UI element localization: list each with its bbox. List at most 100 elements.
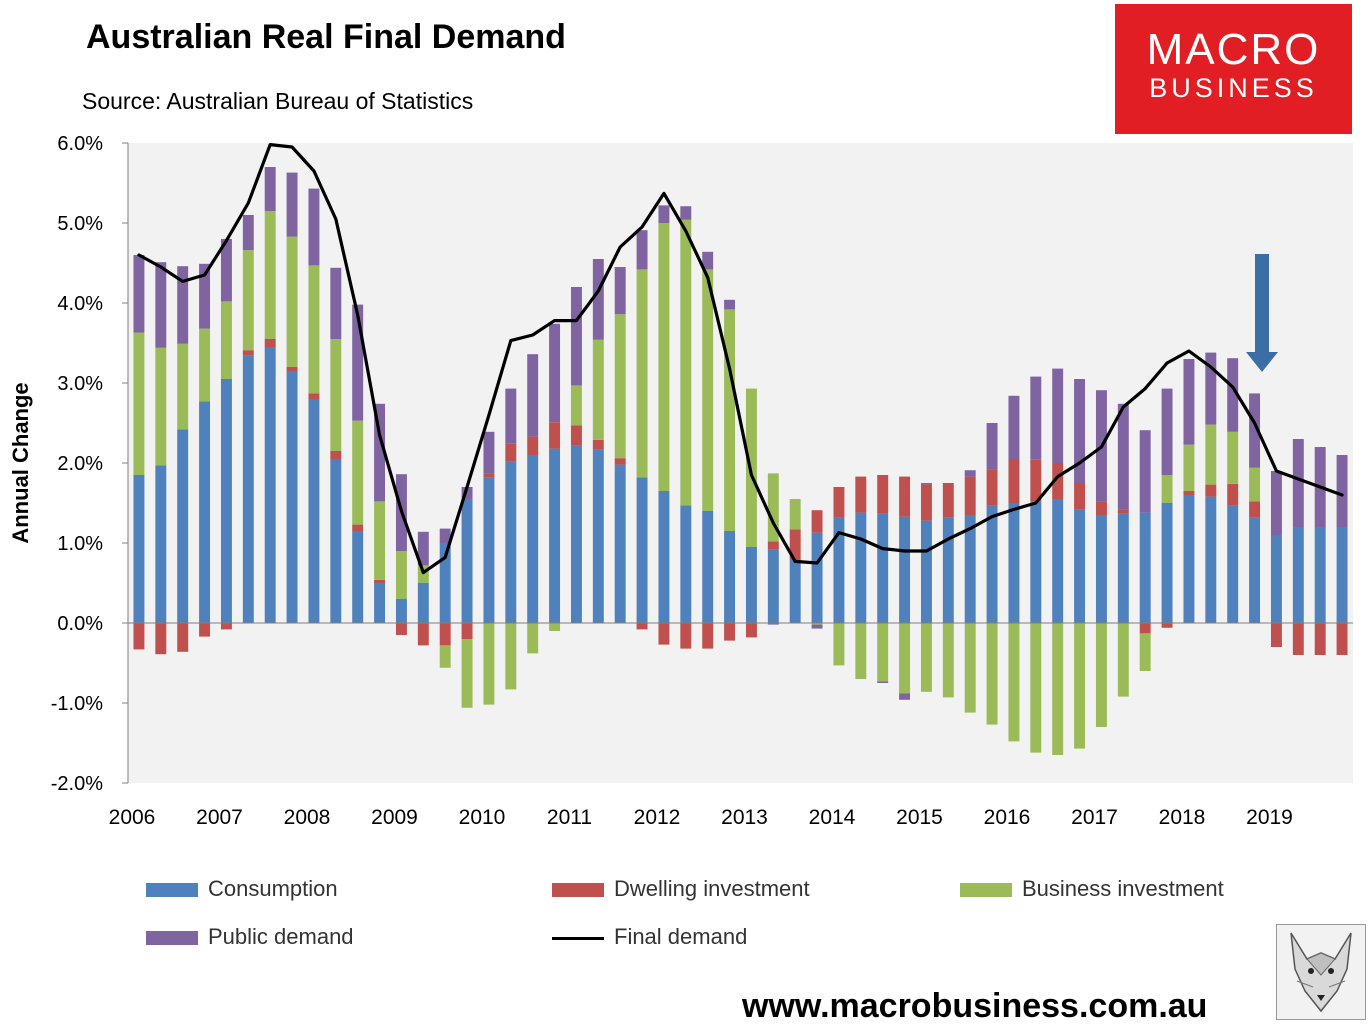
bar-dwelling — [1008, 459, 1020, 503]
x-tick-label: 2017 — [1071, 806, 1118, 829]
bar-dwelling — [767, 541, 779, 550]
bar-consumption — [505, 461, 517, 623]
bar-public — [1074, 379, 1086, 483]
bar-consumption — [1139, 512, 1151, 623]
bar-consumption — [920, 520, 932, 623]
bar-consumption — [330, 459, 342, 623]
bar-dwelling — [330, 451, 342, 459]
bar-public — [658, 205, 670, 223]
bar-consumption — [1074, 509, 1086, 623]
bar-public — [614, 267, 626, 315]
legend-swatch-consumption — [146, 883, 198, 898]
legend-label-public: Public demand — [208, 924, 354, 949]
bar-dwelling — [220, 623, 232, 630]
bar-consumption — [1270, 535, 1282, 623]
bar-public — [1139, 430, 1151, 513]
bar-consumption — [899, 516, 911, 623]
bar-consumption — [877, 513, 889, 623]
x-tick-label: 2012 — [634, 806, 681, 829]
bar-consumption — [745, 547, 757, 623]
bar-business — [767, 473, 779, 542]
bar-dwelling — [527, 436, 539, 455]
x-tick-label: 2018 — [1159, 806, 1206, 829]
legend-dwelling: Dwelling investment — [552, 877, 810, 901]
bar-public — [527, 354, 539, 437]
bar-business — [1161, 475, 1173, 503]
bar-dwelling — [1249, 501, 1261, 518]
chart-source: Source: Australian Bureau of Statistics — [82, 88, 474, 114]
axes-layer: -2.0% -1.0% 0.0% 1.0% 2.0% 3.0% 4.0% 5.0% 6.0% 20… — [51, 133, 1353, 829]
bar-dwelling — [264, 339, 276, 347]
bar-consumption — [1052, 499, 1064, 623]
x-tick-label: 2013 — [721, 806, 768, 829]
x-tick-label: 2006 — [109, 806, 156, 829]
bar-dwelling — [439, 623, 451, 646]
x-tick-label: 2015 — [896, 806, 943, 829]
arrow-down-head-icon — [1246, 352, 1278, 372]
bar-dwelling — [505, 443, 517, 462]
bar-business — [702, 269, 714, 511]
bar-public — [264, 167, 276, 211]
x-tick-label: 2011 — [547, 806, 592, 829]
bar-business — [199, 328, 211, 402]
bar-public — [1052, 368, 1064, 463]
bar-public — [286, 172, 298, 237]
bar-public — [155, 262, 167, 348]
bar-public — [1227, 358, 1239, 432]
bar-business — [395, 551, 407, 599]
bar-business — [724, 309, 736, 531]
bar-consumption — [702, 511, 714, 623]
bar-public — [133, 255, 145, 333]
bar-business — [636, 269, 648, 478]
bar-dwelling — [1292, 623, 1304, 655]
bar-business — [1205, 424, 1217, 485]
bar-public — [1183, 359, 1195, 445]
bar-business — [1183, 444, 1195, 491]
bar-dwelling — [1314, 623, 1326, 655]
bar-consumption — [395, 599, 407, 623]
legend-label-business: Business investment — [1022, 876, 1224, 901]
bar-public — [1270, 471, 1282, 535]
bar-dwelling — [286, 367, 298, 371]
bar-consumption — [1314, 527, 1326, 623]
bar-consumption — [942, 517, 954, 623]
bar-business — [461, 639, 473, 708]
bar-public — [1008, 395, 1020, 459]
y-tick-label: -2.0% — [51, 773, 103, 795]
bar-public — [1336, 455, 1348, 527]
y-tick-label: 4.0% — [57, 293, 103, 315]
final-demand-line — [137, 143, 1344, 575]
bar-business — [920, 623, 932, 692]
bar-public — [1292, 439, 1304, 527]
x-tick-label: 2014 — [809, 806, 856, 829]
bar-consumption — [658, 491, 670, 623]
bar-business — [220, 301, 232, 379]
bar-business — [1095, 623, 1107, 727]
bar-public — [811, 624, 823, 629]
bar-consumption — [242, 355, 254, 623]
bar-public — [570, 287, 582, 386]
arrow-down-icon — [1255, 254, 1269, 354]
bar-consumption — [1117, 513, 1129, 623]
bar-business — [680, 219, 692, 506]
bar-business — [505, 623, 517, 690]
bar-dwelling — [724, 623, 736, 641]
bar-public — [920, 483, 932, 485]
bar-public — [592, 259, 604, 340]
bar-business — [155, 347, 167, 466]
bar-dwelling — [855, 476, 867, 513]
legend-label-dwelling: Dwelling investment — [614, 876, 810, 901]
bar-dwelling — [417, 623, 429, 646]
bar-business — [964, 623, 976, 713]
bar-dwelling — [920, 484, 932, 521]
bar-business — [308, 265, 320, 394]
bar-dwelling — [811, 510, 823, 533]
bar-public — [636, 230, 648, 270]
bar-public — [1161, 388, 1173, 475]
bar-dwelling — [199, 623, 211, 637]
bar-business — [1139, 633, 1151, 671]
chart-title: Australian Real Final Demand — [86, 18, 566, 56]
bar-consumption — [767, 549, 779, 623]
bar-consumption — [199, 401, 211, 623]
legend-business: Business investment — [960, 877, 1224, 901]
